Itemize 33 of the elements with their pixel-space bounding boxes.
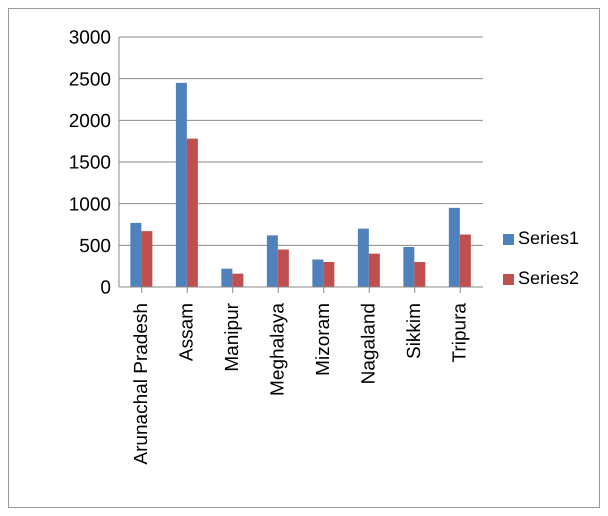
- y-tick-label: 0: [100, 278, 111, 299]
- bar: [141, 231, 152, 287]
- x-tick-label: Assam: [176, 303, 198, 362]
- y-tick-label: 500: [79, 236, 111, 258]
- x-tick-label: Sikkim: [404, 303, 426, 359]
- y-tick-label: 1000: [68, 194, 111, 216]
- bar: [323, 262, 334, 287]
- x-tick-label: Nagaland: [358, 303, 380, 384]
- y-tick-label: 3000: [68, 28, 111, 49]
- y-tick-label: 2000: [68, 111, 111, 132]
- legend-label: Series2: [518, 268, 579, 288]
- bar: [312, 260, 324, 287]
- bar: [130, 222, 142, 287]
- y-tick-label: 2500: [68, 69, 111, 90]
- y-tick-label: 1500: [68, 152, 111, 174]
- bar: [278, 250, 289, 287]
- x-tick-label: Manipur: [222, 302, 244, 372]
- bar: [414, 262, 426, 287]
- x-tick-label: Arunachal Pradesh: [131, 303, 152, 465]
- x-tick-label: Tripura: [450, 302, 471, 362]
- bar: [403, 247, 414, 287]
- bar: [460, 234, 471, 287]
- bar: [176, 82, 187, 287]
- x-tick-label: Meghalaya: [268, 302, 289, 396]
- bar: [232, 274, 244, 287]
- bar: [186, 138, 198, 287]
- bar: [266, 235, 278, 287]
- bar: [358, 228, 369, 287]
- legend-label: Series1: [518, 228, 579, 248]
- bar: [368, 254, 380, 287]
- bar: [221, 268, 232, 287]
- x-tick-label: Mizoram: [313, 303, 334, 376]
- bar: [448, 208, 460, 287]
